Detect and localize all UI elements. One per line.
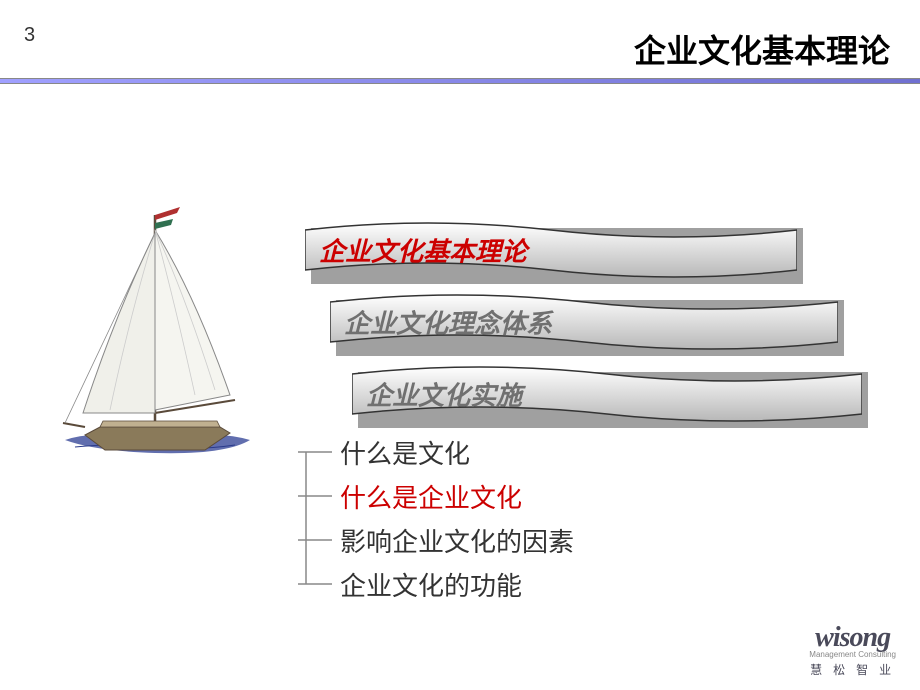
banner-1-label: 企业文化基本理论 <box>319 232 527 269</box>
bullet-label: 影响企业文化的因素 <box>340 522 574 559</box>
bullet-list: 什么是文化 什么是企业文化 影响企业文化的因素 企业文化的功能 <box>292 430 574 606</box>
bullet-connector-icon <box>292 562 336 606</box>
bullet-label: 什么是企业文化 <box>340 478 522 515</box>
bullet-connector-icon <box>292 430 336 474</box>
logo: wisong Management Consulting 慧 松 智 业 <box>809 622 896 678</box>
sailboat-illustration <box>55 195 255 465</box>
logo-sub-text: Management Consulting <box>809 650 896 659</box>
banner-2-label: 企业文化理念体系 <box>344 304 552 341</box>
logo-cn-text: 慧 松 智 业 <box>809 661 896 678</box>
banner-3: 企业文化实施 <box>352 366 862 422</box>
header-divider <box>0 78 920 84</box>
bullet-label: 什么是文化 <box>340 434 470 471</box>
bullet-connector-icon <box>292 474 336 518</box>
page-number: 3 <box>24 24 35 47</box>
bullet-connector-icon <box>292 518 336 562</box>
bullet-label: 企业文化的功能 <box>340 566 522 603</box>
bullet-item-0: 什么是文化 <box>292 430 574 474</box>
bullet-item-3: 企业文化的功能 <box>292 562 574 606</box>
banner-3-label: 企业文化实施 <box>366 376 522 413</box>
bullet-item-1: 什么是企业文化 <box>292 474 574 518</box>
banner-1: 企业文化基本理论 <box>305 222 797 278</box>
page-title: 企业文化基本理论 <box>634 26 890 72</box>
banner-2: 企业文化理念体系 <box>330 294 838 350</box>
bullet-item-2: 影响企业文化的因素 <box>292 518 574 562</box>
